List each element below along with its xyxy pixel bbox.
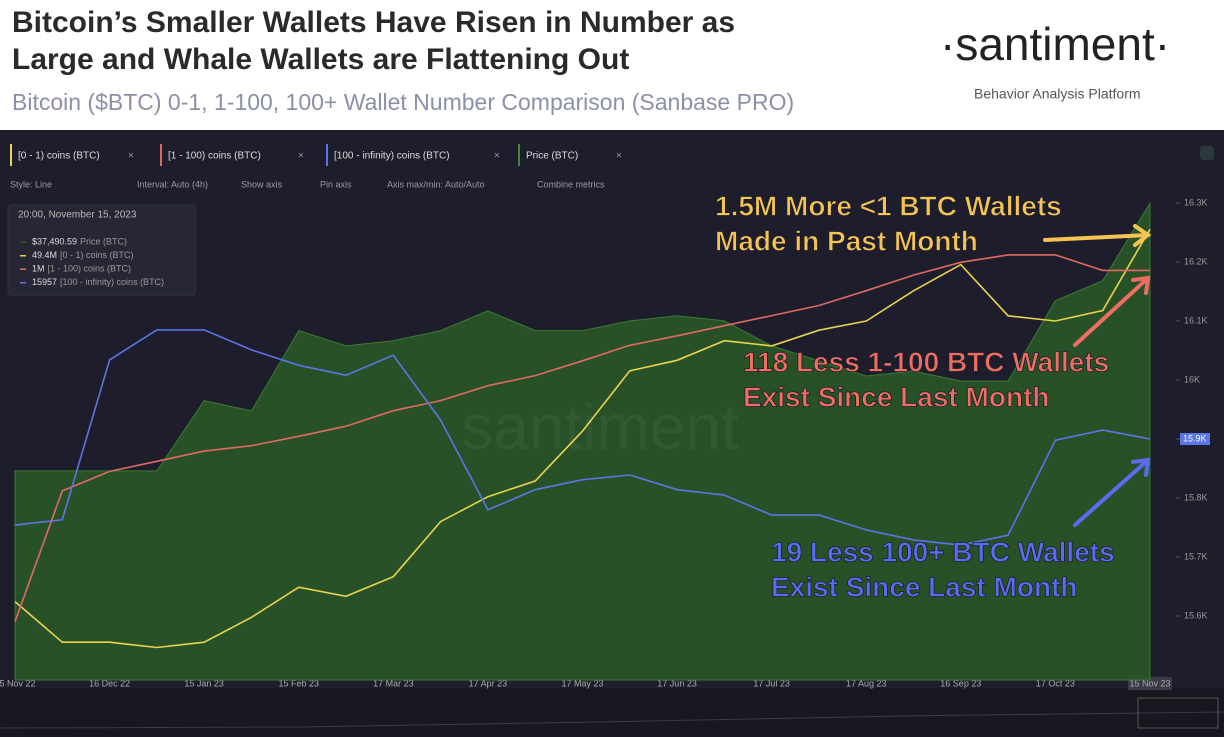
arrows	[1043, 224, 1152, 527]
tooltip-swatch	[20, 282, 26, 284]
chip-label: [100 - infinity) coins (BTC)	[334, 151, 450, 162]
price-area	[14, 201, 1151, 681]
navigator-line	[0, 711, 1224, 729]
y-tick-label: 15.8K	[1184, 492, 1208, 502]
chip-close: ×	[128, 151, 134, 162]
last-value-label: 15.9K	[1183, 433, 1207, 443]
chip-label: Price (BTC)	[526, 151, 578, 162]
annotation: 1.5M More <1 BTC Wallets	[715, 190, 1062, 221]
chip-label: [0 - 1) coins (BTC)	[18, 151, 100, 162]
y-tick-label: 15.6K	[1184, 610, 1208, 620]
chip-color	[518, 144, 520, 166]
chip-close: ×	[494, 151, 500, 162]
annotation: Made in Past Month	[715, 225, 978, 256]
x-tick-label: 17 Aug 23	[846, 678, 887, 688]
annotation: Exist Since Last Month	[771, 571, 1078, 602]
chip-color	[160, 144, 162, 166]
y-tick-label: 16K	[1184, 374, 1200, 384]
watermark: santiment	[461, 391, 739, 463]
tooltip-value: 49.4M	[32, 250, 57, 260]
y-tick-label: 16.1K	[1184, 315, 1208, 325]
x-tick-label: 17 May 23	[561, 678, 603, 688]
x-tick-label: 16 Dec 22	[89, 678, 130, 688]
x-tick-label: 17 Apr 23	[469, 678, 508, 688]
metric-chip[interactable]	[518, 143, 628, 167]
tooltip-swatch	[20, 268, 26, 270]
last-value-badge	[1180, 433, 1210, 445]
x-tick-label: 15 Nov 22	[0, 678, 36, 688]
x-tick-label: 15 Feb 23	[278, 678, 319, 688]
metric-chip[interactable]	[160, 143, 310, 167]
header-bg	[0, 0, 1224, 130]
chip-close: ×	[298, 151, 304, 162]
toolbar-option[interactable]: Combine metrics	[537, 179, 605, 189]
toolbar-option[interactable]: Show axis	[241, 179, 283, 189]
tooltip-swatch	[20, 241, 26, 243]
x-tick-label: 17 Oct 23	[1036, 678, 1075, 688]
tooltip-swatch	[20, 255, 26, 257]
toolbar-option[interactable]: Style: Line	[10, 179, 52, 189]
metric-chip[interactable]	[10, 143, 140, 167]
chip-close: ×	[616, 151, 622, 162]
title-line: Bitcoin’s Smaller Wallets Have Risen in …	[12, 6, 735, 39]
annotation: 118 Less 1-100 BTC Wallets	[743, 346, 1109, 377]
toolbar-option[interactable]: Pin axis	[320, 179, 352, 189]
series-line	[14, 228, 1151, 649]
brand: ·santiment·	[940, 18, 1170, 70]
navigator-window[interactable]	[1137, 697, 1219, 729]
series-line	[14, 254, 1150, 622]
series-line	[14, 329, 1151, 547]
tooltip-date: 20:00, November 15, 2023	[18, 210, 137, 221]
x-tick-label: 15 Nov 23	[1129, 678, 1170, 688]
y-tick-label: 15.7K	[1184, 551, 1208, 561]
chip-color	[326, 144, 328, 166]
x-tick-label: 17 Jul 23	[753, 678, 790, 688]
navigator	[0, 688, 1224, 737]
tagline: Behavior Analysis Platform	[974, 86, 1141, 102]
metric-chip[interactable]	[326, 143, 506, 167]
subtitle: Bitcoin ($BTC) 0-1, 1-100, 100+ Wallet N…	[12, 89, 794, 115]
tooltip-label: [1 - 100) coins (BTC)	[48, 263, 132, 273]
x-tick-label: 17 Mar 23	[373, 678, 414, 688]
chip-color	[10, 144, 12, 166]
tooltip-value: 15957	[32, 277, 57, 287]
title-line: Large and Whale Wallets are Flattening O…	[12, 43, 629, 76]
tooltip-label: [0 - 1) coins (BTC)	[60, 250, 134, 260]
y-tick-label: 16.2K	[1184, 256, 1208, 266]
x-tick-label: 16 Sep 23	[940, 678, 981, 688]
x-tick-label: 15 Jan 23	[184, 678, 224, 688]
tooltip-value: $37,490.59	[32, 236, 77, 246]
toolbar-option[interactable]: Interval: Auto (4h)	[137, 179, 208, 189]
x-tick-label: 17 Jun 23	[657, 678, 697, 688]
tooltip-value: 1M	[32, 263, 45, 273]
annotation: 19 Less 100+ BTC Wallets	[771, 536, 1115, 567]
tooltip-box	[7, 204, 196, 296]
y-tick-label: 16.3K	[1184, 197, 1208, 207]
tooltip-label: Price (BTC)	[80, 236, 127, 246]
settings-button[interactable]	[1200, 146, 1214, 160]
toolbar-option[interactable]: Axis max/min: Auto/Auto	[387, 179, 485, 189]
chip-label: [1 - 100) coins (BTC)	[168, 151, 261, 162]
annotation: Exist Since Last Month	[743, 381, 1050, 412]
tooltip-label: [100 - infinity) coins (BTC)	[60, 277, 164, 287]
